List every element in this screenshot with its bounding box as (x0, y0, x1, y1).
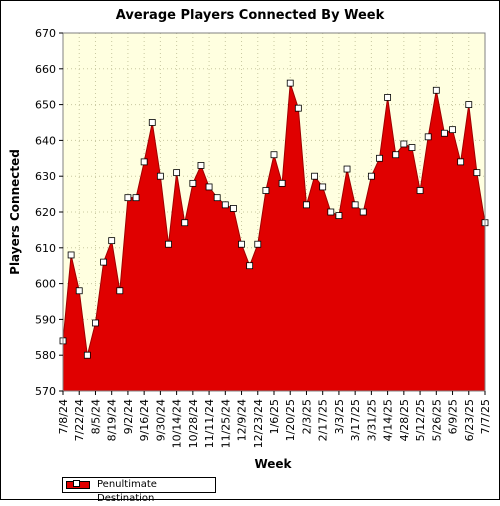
x-tick-label: 1/20/25 (284, 399, 297, 441)
data-point (319, 183, 327, 191)
data-point (343, 165, 351, 173)
x-tick-label: 12/23/24 (252, 399, 265, 448)
data-point (156, 172, 164, 180)
x-tick-label: 3/17/25 (349, 399, 362, 441)
x-tick-label: 9/30/24 (154, 399, 167, 441)
y-tick-label: 610 (35, 242, 56, 255)
x-tick-label: 8/19/24 (106, 399, 119, 441)
legend-label: Penultimate Destination (97, 479, 157, 504)
data-point (148, 119, 156, 126)
y-tick-label: 640 (35, 134, 56, 147)
data-point (465, 101, 473, 108)
chart-title: Average Players Connected By Week (115, 8, 385, 23)
data-point (165, 240, 172, 248)
data-point (67, 251, 75, 259)
data-point (181, 219, 189, 227)
data-point (100, 258, 107, 266)
data-point (132, 194, 140, 202)
x-tick-label: 1/6/25 (268, 399, 281, 434)
x-tick-label: 4/14/25 (382, 399, 395, 441)
x-tick-label: 7/7/25 (479, 399, 492, 434)
data-point (376, 154, 383, 162)
data-point (173, 169, 181, 177)
y-tick-label: 620 (35, 206, 56, 219)
data-point (424, 133, 432, 141)
y-tick-label: 590 (35, 313, 56, 326)
data-point (335, 212, 343, 219)
data-point (286, 79, 294, 87)
x-tick-label: 9/2/24 (122, 399, 135, 434)
data-point (254, 240, 262, 248)
data-point (441, 129, 448, 137)
data-point (75, 287, 83, 295)
y-tick-label: 650 (35, 99, 56, 112)
data-point (108, 237, 116, 245)
x-tick-label: 10/14/24 (171, 399, 184, 448)
data-point (230, 205, 237, 212)
x-tick-label: 6/9/25 (447, 399, 460, 434)
data-point (400, 140, 408, 148)
x-tick-label: 3/3/25 (333, 399, 346, 434)
data-point (83, 351, 91, 359)
data-point (270, 151, 278, 159)
data-point (473, 169, 481, 177)
x-tick-label: 6/23/25 (463, 399, 476, 441)
data-point (92, 319, 99, 327)
data-point (124, 194, 132, 202)
data-point (351, 201, 359, 209)
data-point (246, 262, 254, 270)
data-point (221, 201, 229, 209)
data-point (384, 94, 392, 101)
data-point (311, 172, 318, 180)
x-tick-label: 7/8/24 (57, 399, 70, 434)
y-tick-label: 630 (35, 170, 56, 183)
x-tick-label: 9/16/24 (138, 399, 151, 441)
x-tick-label: 4/28/25 (398, 399, 411, 441)
x-tick-label: 10/28/24 (187, 399, 200, 448)
x-axis-label: Week (254, 457, 292, 471)
legend: Penultimate Destination (62, 477, 216, 504)
data-point (367, 172, 375, 180)
data-point (457, 158, 465, 166)
x-tick-label: 3/31/25 (365, 399, 378, 441)
data-point (449, 126, 456, 134)
data-point (432, 86, 440, 94)
data-point (359, 208, 367, 216)
x-tick-label: 8/5/24 (89, 399, 102, 434)
data-point (303, 201, 310, 209)
y-tick-label: 660 (35, 63, 56, 76)
data-point (189, 179, 197, 187)
x-tick-label: 2/17/25 (317, 399, 330, 441)
data-point (213, 194, 221, 202)
data-point (294, 104, 302, 112)
y-tick-label: 580 (35, 349, 56, 362)
legend-marker-icon (73, 480, 80, 487)
data-point (392, 151, 400, 159)
data-point (116, 287, 124, 295)
data-point (140, 158, 148, 166)
data-point (408, 144, 416, 151)
y-tick-label: 670 (35, 27, 56, 40)
x-tick-label: 2/3/25 (300, 399, 313, 434)
data-point (205, 183, 213, 191)
data-point (278, 179, 286, 187)
data-point (416, 187, 424, 194)
data-point (262, 187, 270, 194)
x-tick-label: 5/12/25 (414, 399, 427, 441)
y-tick-label: 600 (35, 278, 56, 291)
y-tick-label: 570 (35, 385, 56, 398)
data-point (327, 208, 335, 216)
x-tick-label: 5/26/25 (430, 399, 443, 441)
data-point (238, 240, 245, 248)
x-tick-label: 11/11/24 (203, 399, 216, 448)
x-tick-label: 11/25/24 (219, 399, 232, 448)
data-point (197, 162, 205, 169)
x-tick-label: 7/22/24 (73, 399, 86, 441)
x-tick-label: 12/9/24 (236, 399, 249, 441)
